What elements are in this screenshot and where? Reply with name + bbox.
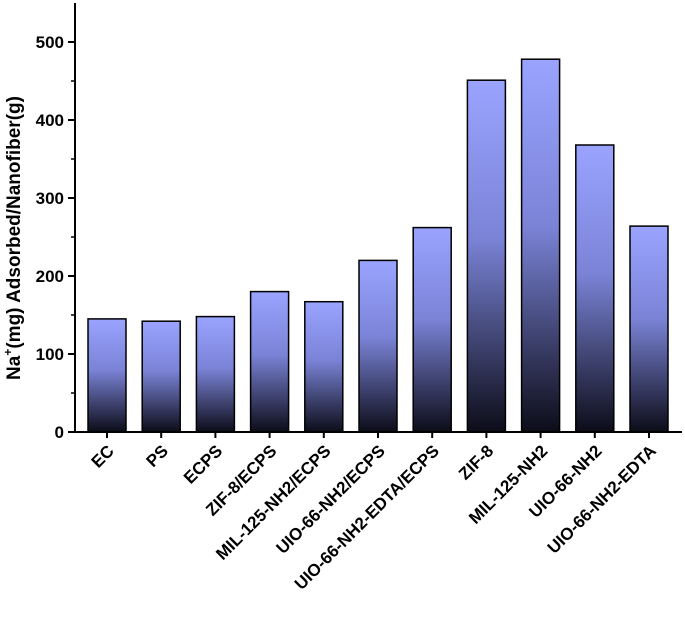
x-tick-label: ECPS <box>180 441 226 487</box>
x-axis-ticks: EC PS ECPSZIF-8/ECPSMIL-125-NH2/ECPSUIO-66… <box>88 432 660 594</box>
bar-mil-125-nh2-ecps <box>304 300 344 433</box>
bar-zif-8-ecps <box>249 290 290 433</box>
bar-uio-66-nh2-edta-ecps <box>412 226 452 433</box>
bar-ps <box>141 320 181 433</box>
bar-ec <box>87 318 127 433</box>
y-axis-title: Na+(mg) Adsorbed/Nanofiber(g) <box>1 96 25 380</box>
x-tick-label: UIO-66-NH2-EDTA <box>544 441 660 557</box>
x-tick-label: EC <box>88 441 118 471</box>
y-tick-label: 100 <box>36 345 64 364</box>
bar-uio-66-nh2 <box>575 144 615 433</box>
y-tick-label: 0 <box>55 423 64 442</box>
bar-uio-66-nh2-ecps <box>358 259 398 433</box>
x-tick-label: PS <box>143 441 172 470</box>
y-axis-ticks: 0 100 200 300 400 500 <box>36 33 75 442</box>
y-tick-label: 400 <box>36 111 64 130</box>
y-tick-label: 300 <box>36 189 64 208</box>
bar-zif-8 <box>466 79 507 433</box>
bars <box>87 58 669 433</box>
y-tick-label: 200 <box>36 267 64 286</box>
bar-ecps <box>195 315 236 433</box>
bar-mil-125-nh2 <box>520 58 561 433</box>
x-tick-label: ZIF-8 <box>455 441 497 483</box>
bar-uio-66-nh2-edta <box>629 225 669 433</box>
y-tick-label: 500 <box>36 33 64 52</box>
